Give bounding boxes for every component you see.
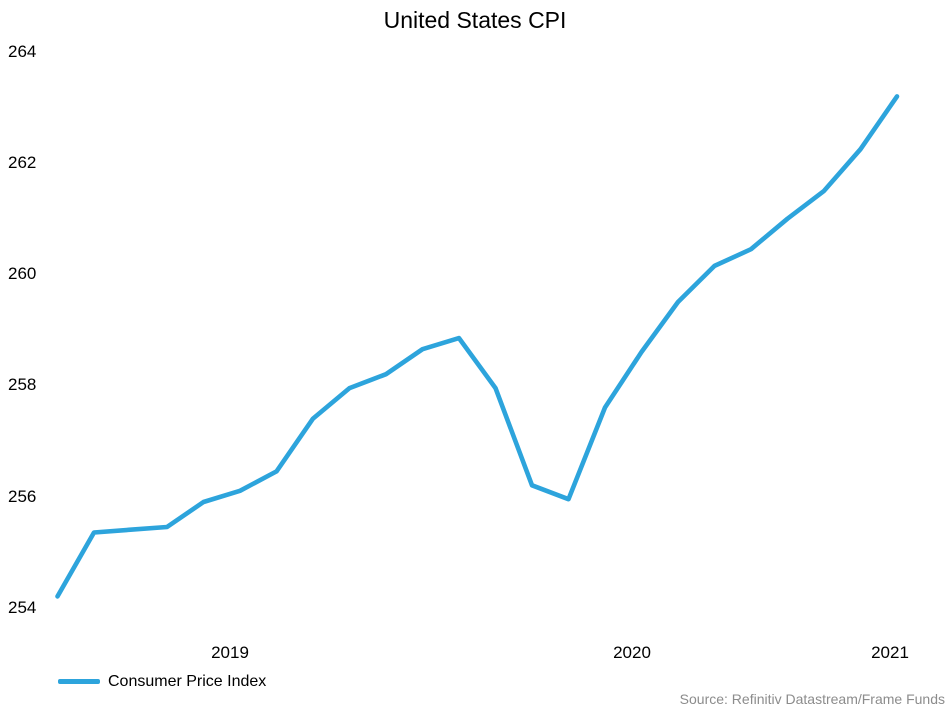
cpi-line — [55, 94, 900, 599]
y-axis-tick-label: 256 — [8, 487, 37, 506]
y-axis-tick-label: 254 — [8, 598, 37, 617]
y-axis-tick-label: 264 — [8, 42, 37, 61]
y-axis-tick-label: 262 — [8, 153, 37, 172]
chart-title: United States CPI — [383, 7, 567, 33]
legend: Consumer Price Index — [58, 672, 266, 691]
source-note: Source: Refinitiv Datastream/Frame Funds — [679, 691, 945, 707]
y-axis-tick-label: 260 — [8, 264, 37, 283]
legend-label: Consumer Price Index — [108, 672, 267, 690]
legend-line-swatch-icon — [58, 679, 100, 684]
x-axis-tick-label: 2021 — [871, 643, 909, 662]
x-axis-tick-label: 2019 — [211, 643, 249, 662]
y-axis-tick-label: 258 — [8, 375, 37, 394]
x-axis-tick-label: 2020 — [613, 643, 651, 662]
